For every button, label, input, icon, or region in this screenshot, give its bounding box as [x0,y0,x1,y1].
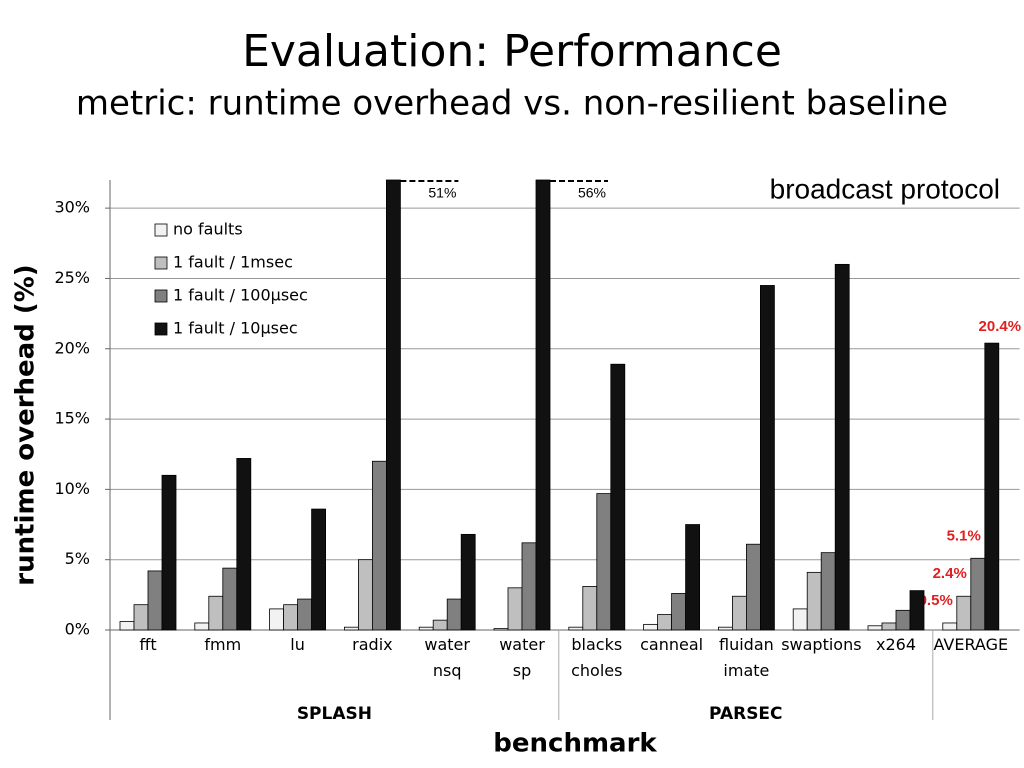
bar [521,542,537,631]
x-tick-label: AVERAGE [933,635,1009,654]
bar [446,598,462,631]
bar [596,493,612,631]
x-tick-label: blacks choles [571,635,623,680]
bar [942,622,958,631]
bar [507,587,523,631]
chart-subtitle: metric: runtime overhead vs. non-resilie… [76,84,948,124]
value-label: 56% [578,185,606,201]
bar [792,608,808,631]
bar [343,626,359,631]
y-axis-label: runtime overhead (%) [11,264,41,585]
x-tick-label: water nsq [424,635,470,680]
bar [760,285,775,631]
bar [732,595,747,631]
bar [970,557,986,631]
group-label: PARSEC [709,704,782,724]
bar [161,474,177,631]
y-tick-label: 30% [54,198,90,217]
x-tick-label: swaptions [781,635,862,654]
x-tick-label: water sp [499,635,545,680]
value-label: 2.4% [933,565,967,582]
bar [685,524,700,631]
y-tick-label: 25% [54,268,90,287]
y-tick-label: 10% [54,479,90,498]
bar [610,363,626,631]
bar [493,628,509,631]
x-tick-label: fmm [204,635,242,654]
y-tick-label: 20% [54,338,90,357]
x-axis-label: benchmark [493,729,657,759]
bar [535,179,551,631]
legend-label: 1 fault / 100µsec [173,286,308,305]
bar [806,571,822,631]
bar [371,460,387,631]
value-label: 5.1% [947,527,981,544]
chart-title: Evaluation: Performance [242,26,782,77]
legend-swatch [154,322,168,336]
bar [297,598,313,631]
bar [834,263,850,631]
bar [133,604,149,631]
value-label: 20.4% [979,318,1022,335]
legend-label: 1 fault / 10µsec [173,319,298,338]
bar [269,608,285,631]
legend-swatch [154,289,168,303]
bar [881,622,897,631]
bar [956,595,972,631]
bar [984,342,1000,631]
bar [671,593,686,631]
bar [718,626,733,631]
bar [119,621,135,631]
legend-swatch [154,256,168,270]
bar [147,570,163,631]
bar [909,590,925,631]
bar [418,626,434,631]
x-tick-label: lu [290,635,305,654]
bar [582,586,598,631]
x-tick-label: canneal [640,635,704,654]
y-tick-label: 0% [65,620,90,639]
bar [867,625,883,631]
bar [643,623,658,631]
bar [311,508,327,631]
y-tick-label: 15% [54,409,90,428]
bar [568,626,584,631]
bar [820,552,836,631]
bar [895,609,911,631]
bar [460,533,476,631]
x-tick-label: x264 [875,635,916,654]
value-label: 51% [428,185,456,201]
bar [657,614,672,631]
value-label: 0.5% [919,592,953,609]
bar [432,619,448,631]
legend-swatch [154,223,168,237]
bar [746,543,761,631]
bar [222,567,238,631]
bar [236,458,252,631]
x-tick-label: fluidan imate [719,635,774,680]
legend-label: no faults [173,220,243,239]
y-tick-label: 5% [65,549,90,568]
bar [208,595,224,631]
group-label: SPLASH [297,704,372,724]
bar [194,622,210,631]
bar [283,604,299,631]
bar [385,179,401,631]
legend-label: 1 fault / 1msec [173,253,293,272]
x-tick-label: radix [352,635,393,654]
x-tick-label: fft [139,635,157,654]
bar [357,559,373,631]
annotation: broadcast protocol [770,173,1000,204]
